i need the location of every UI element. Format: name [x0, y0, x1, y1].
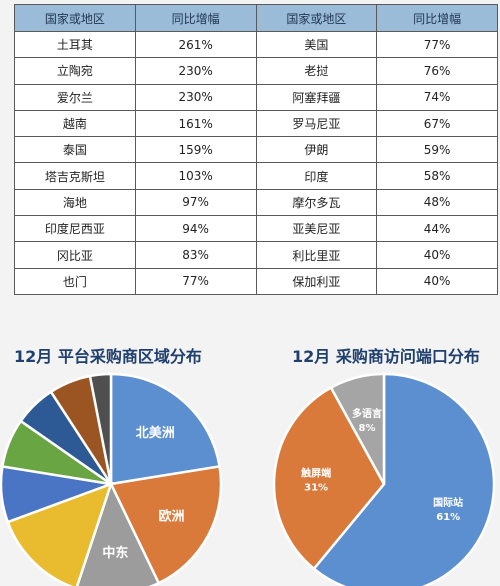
growth-cell: 103% [134, 162, 257, 190]
country-cell: 美国 [255, 30, 378, 59]
country-cell: 印度尼西亚 [14, 215, 136, 243]
pie-slice [109, 465, 223, 585]
pie-slice [272, 385, 386, 571]
country-cell: 立陶宛 [14, 57, 136, 85]
pie-slice [329, 372, 386, 485]
growth-cell: 40% [376, 267, 498, 295]
country-cell: 塔吉克斯坦 [14, 162, 136, 190]
table-row: 爱尔兰 230% 阿塞拜疆 74% [14, 83, 498, 111]
table-row: 越南 161% 罗马尼亚 67% [14, 109, 498, 138]
header-growth-1: 同比增幅 [134, 4, 257, 32]
header-growth-2: 同比增幅 [376, 4, 498, 32]
slice-label: 中东 [102, 545, 128, 561]
country-cell: 泰国 [14, 136, 136, 164]
country-cell: 利比里亚 [255, 241, 378, 269]
pie-slice [75, 480, 161, 586]
header-country-1: 国家或地区 [14, 4, 136, 32]
country-cell: 冈比亚 [14, 241, 136, 269]
country-cell: 也门 [14, 267, 136, 295]
pie-slice [88, 372, 113, 485]
slice-percent: 8% [359, 423, 376, 434]
table-row: 立陶宛 230% 老挝 76% [14, 57, 498, 85]
growth-cell: 74% [376, 83, 498, 111]
port-chart-title: 12月 采购商访问端口分布 [292, 347, 480, 366]
growth-cell: 77% [376, 30, 498, 59]
table-body: 土耳其 261% 美国 77% 立陶宛 230% 老挝 76% 爱尔兰 230% 阿塞拜疆 74% 越南… [14, 30, 498, 295]
slice-label: 多语言 [352, 407, 382, 420]
growth-table: 国家或地区 同比增幅 国家或地区 同比增幅 土耳其 261% 美国 77% 立陶宛 230… [14, 4, 498, 295]
country-cell: 阿塞拜疆 [255, 83, 378, 111]
pie-slice [109, 372, 222, 486]
country-cell: 保加利亚 [255, 267, 378, 295]
table-header-row: 国家或地区 同比增幅 国家或地区 同比增幅 [14, 4, 498, 32]
growth-cell: 83% [134, 241, 257, 269]
table-row: 海地 97% 摩尔多瓦 48% [14, 188, 498, 217]
growth-cell: 230% [134, 83, 257, 111]
country-cell: 老挝 [255, 57, 378, 85]
growth-cell: 67% [376, 109, 498, 138]
table-row: 土耳其 261% 美国 77% [14, 30, 498, 59]
slice-label: 欧洲 [158, 509, 184, 525]
country-cell: 印度 [255, 162, 378, 190]
country-cell: 土耳其 [14, 30, 136, 59]
country-cell: 海地 [14, 188, 136, 217]
slice-label: 北美洲 [136, 425, 175, 441]
growth-cell: 48% [376, 188, 498, 217]
pie-slice [6, 481, 114, 586]
slice-percent: 31% [304, 483, 328, 494]
slice-label: 国际站 [433, 496, 463, 509]
slice-label: 触屏端 [300, 467, 331, 480]
table-row: 也门 77% 保加利亚 40% [14, 267, 498, 295]
slice-percent: 61% [436, 512, 460, 523]
growth-cell: 161% [134, 109, 257, 138]
growth-cell: 77% [134, 267, 257, 295]
table-row: 冈比亚 83% 利比里亚 40% [14, 241, 498, 269]
pie-slice [312, 372, 496, 586]
growth-cell: 230% [134, 57, 257, 85]
region-chart-title: 12月 平台采购商区域分布 [14, 347, 202, 366]
